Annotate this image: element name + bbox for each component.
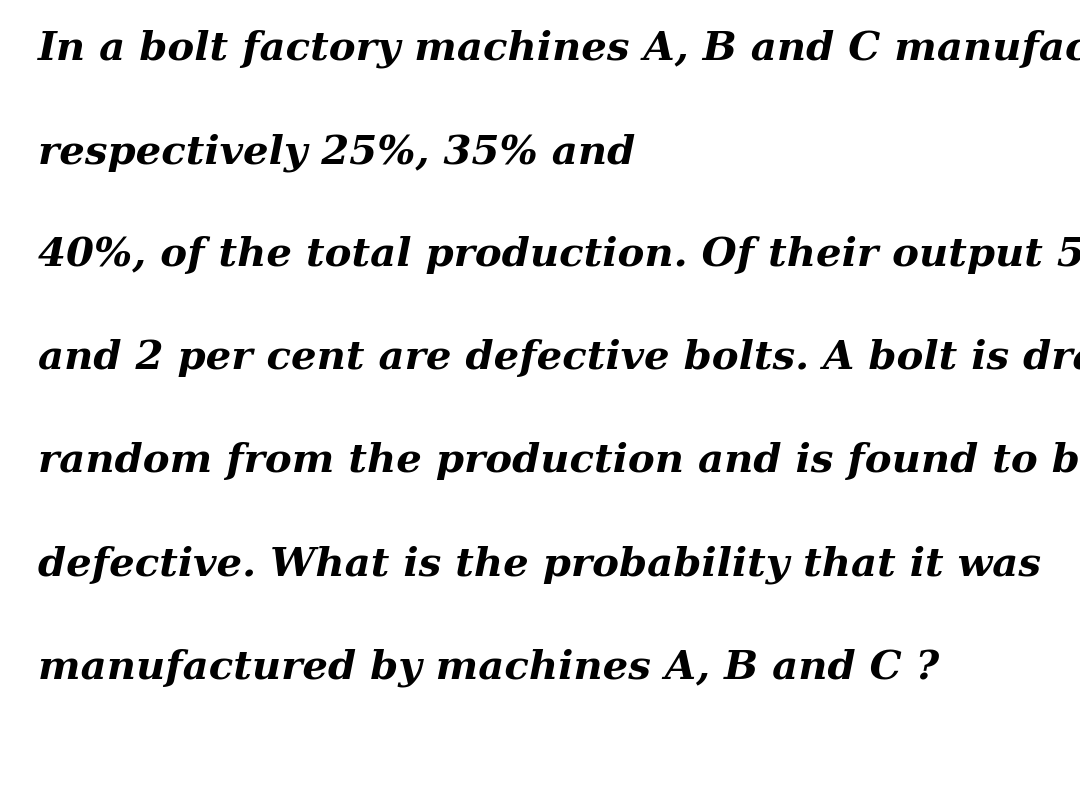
Text: 40%, of the total production. Of their output 5; 4: 40%, of the total production. Of their o… (38, 236, 1080, 274)
Text: In a bolt factory machines A, B and C manufacture: In a bolt factory machines A, B and C ma… (38, 30, 1080, 68)
Text: and 2 per cent are defective bolts. A bolt is drawn at: and 2 per cent are defective bolts. A bo… (38, 339, 1080, 377)
Text: defective. What is the probability that it was: defective. What is the probability that … (38, 545, 1041, 584)
Text: manufactured by machines A, B and C ?: manufactured by machines A, B and C ? (38, 648, 940, 687)
Text: random from the production and is found to be: random from the production and is found … (38, 442, 1080, 480)
Text: respectively 25%, 35% and: respectively 25%, 35% and (38, 133, 635, 171)
